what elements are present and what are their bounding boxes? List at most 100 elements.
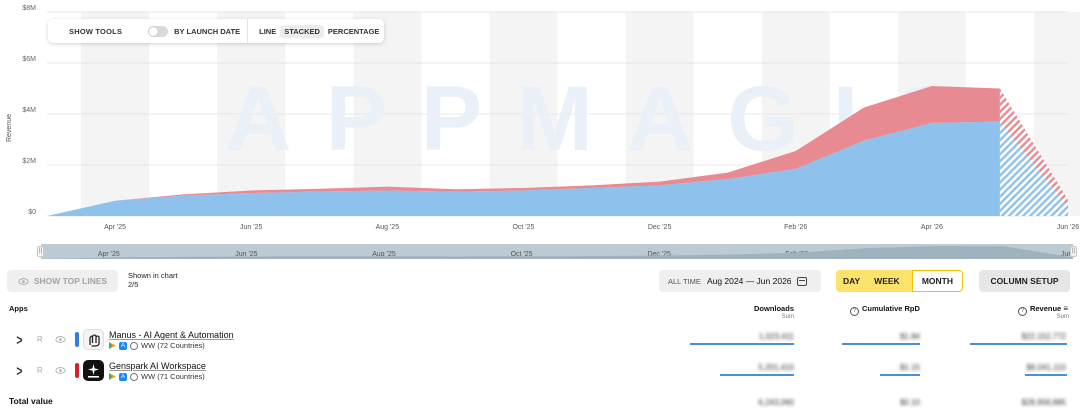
chart-toolbar: SHOW TOOLS BY LAUNCH DATE LINE STACKED P… [48, 19, 384, 43]
granularity-month[interactable]: MONTH [911, 270, 963, 292]
y-tick-label: $6M [22, 56, 36, 63]
date-range-value[interactable]: Aug 2024 — Jun 2026 [706, 276, 792, 286]
apps-header: Apps [9, 304, 28, 313]
downloads-bar [690, 343, 794, 345]
app-name-link[interactable]: Manus - AI Agent & Automation [109, 330, 234, 340]
app-region: WW (72 Countries) [141, 341, 205, 350]
mode-stacked-button[interactable]: STACKED [280, 24, 324, 38]
calendar-icon[interactable] [796, 276, 807, 286]
rpd-bar [880, 374, 920, 376]
granularity-switch: DAY WEEK MONTH [836, 270, 963, 292]
genspark-app-icon [83, 360, 104, 381]
total-rpd: $0.10 [899, 398, 920, 407]
navigator-label: Jun '26 [1061, 251, 1077, 258]
launch-date-label[interactable]: BY LAUNCH DATE [174, 26, 241, 36]
table-row[interactable]: > R Genspark AI Workspace A WW (71 Count… [0, 356, 1080, 386]
app-name-link[interactable]: Genspark AI Workspace [109, 361, 206, 371]
google-play-icon [109, 342, 116, 349]
y-tick-label: $0 [28, 209, 36, 216]
column-setup-button[interactable]: COLUMN SETUP [979, 270, 1070, 292]
downloads-header[interactable]: Downloads [753, 304, 794, 313]
row-flag: R [37, 366, 43, 375]
y-tick-label: $2M [22, 158, 36, 165]
table-row[interactable]: > R Manus - AI Agent & Automation A WW (… [0, 325, 1080, 355]
series-color-marker[interactable] [75, 332, 79, 347]
y-axis-label: Revenue [6, 114, 13, 142]
projected-area-manus [999, 121, 1068, 216]
rpd-header[interactable]: ? Cumulative RpD [850, 304, 920, 316]
app-region: WW (71 Countries) [141, 372, 205, 381]
rpd-header-label: Cumulative RpD [862, 304, 920, 313]
x-tick-label: Oct '25 [512, 224, 534, 231]
revenue-bar [1025, 374, 1067, 376]
app-stores: A WW (71 Countries) [109, 372, 205, 381]
sort-icon[interactable]: ≡ [1063, 304, 1068, 313]
chevron-right-icon[interactable]: > [16, 363, 23, 380]
help-icon[interactable]: ? [1017, 307, 1027, 316]
x-tick-label: Jun '26 [1057, 224, 1079, 231]
navigator-right-handle[interactable]: || [1070, 246, 1077, 257]
granularity-week[interactable]: WEEK [874, 276, 900, 286]
date-range-picker[interactable]: ALL TIME Aug 2024 — Jun 2026 [659, 270, 821, 292]
eye-icon[interactable] [55, 367, 66, 374]
rpd-bar [842, 343, 920, 345]
shown-in-chart-label: Shown in chart [128, 271, 178, 280]
y-tick-label: $4M [22, 107, 36, 114]
mode-percentage-button[interactable]: PERCENTAGE [327, 26, 380, 36]
globe-icon [130, 341, 138, 350]
navigator-series [41, 246, 1073, 259]
granularity-day[interactable]: DAY [843, 276, 861, 286]
navigator-label: Oct '25 [511, 251, 533, 258]
total-label: Total value [9, 396, 53, 406]
help-icon[interactable]: ? [850, 307, 859, 316]
revenue-header[interactable]: ? Revenue ≡ [1000, 304, 1068, 316]
navigator-label: Aug '25 [372, 251, 396, 258]
launch-date-toggle[interactable] [148, 25, 169, 37]
x-tick-label: Apr '25 [104, 224, 126, 231]
downloads-value: 1,023,411 [759, 332, 794, 341]
revenue-bar [970, 343, 1067, 345]
toolbar-divider [247, 19, 249, 43]
eye-icon [18, 277, 29, 285]
revenue-chart: APPMAGIC $0 $2M $4M $6M $8M Apr '25 Jun '25 Au… [6, 5, 1080, 231]
projected-area-genspark [999, 88, 1068, 208]
navigator-left-handle[interactable]: || [37, 246, 44, 257]
eye-icon[interactable] [55, 336, 66, 343]
show-top-lines-label: SHOW TOP LINES [33, 276, 108, 286]
y-tick-label: $8M [22, 5, 36, 12]
app-store-icon: A [119, 341, 127, 350]
revenue-value: $6,041,110 [1026, 363, 1066, 372]
rpd-value: $1.15 [899, 363, 920, 372]
x-tick-label: Apr '26 [921, 224, 943, 231]
series-area-genspark [47, 85, 1000, 216]
app-stores: A WW (72 Countries) [109, 341, 205, 350]
revenue-header-label: Revenue [1029, 304, 1062, 313]
globe-icon [130, 372, 138, 381]
show-top-lines-button[interactable]: SHOW TOP LINES [7, 270, 118, 292]
downloads-bar [720, 374, 794, 376]
shown-in-chart: Shown in chart 2/5 [128, 271, 178, 289]
downloads-sub: Sum [781, 314, 794, 320]
revenue-value: $22,152,772 [1021, 332, 1067, 341]
x-tick-label: Aug '25 [376, 224, 400, 231]
navigator-label: Dec '25 [647, 251, 671, 258]
downloads-value: 5,201,410 [758, 363, 794, 372]
revenue-sub: Sum [1056, 314, 1069, 320]
chevron-right-icon[interactable]: > [16, 332, 23, 349]
x-tick-label: Dec '25 [648, 224, 672, 231]
show-tools-button[interactable]: SHOW TOOLS [69, 26, 123, 36]
series-color-marker[interactable] [75, 363, 79, 378]
total-downloads: 6,243,060 [758, 398, 794, 407]
rpd-value: $1.84 [899, 332, 920, 341]
shown-in-chart-value: 2/5 [128, 280, 139, 289]
chart-svg: APPMAGIC $0$2M$4M$6M$8M Apr '25 Jun '25 Au… [6, 5, 1080, 231]
google-play-icon [109, 373, 116, 380]
row-flag: R [37, 335, 43, 344]
navigator-label: Jun '25 [235, 251, 257, 258]
all-time-label[interactable]: ALL TIME [668, 276, 701, 286]
series-area-manus [47, 121, 1000, 216]
mode-line-button[interactable]: LINE [259, 26, 277, 36]
x-tick-label: Feb '26 [784, 224, 807, 231]
